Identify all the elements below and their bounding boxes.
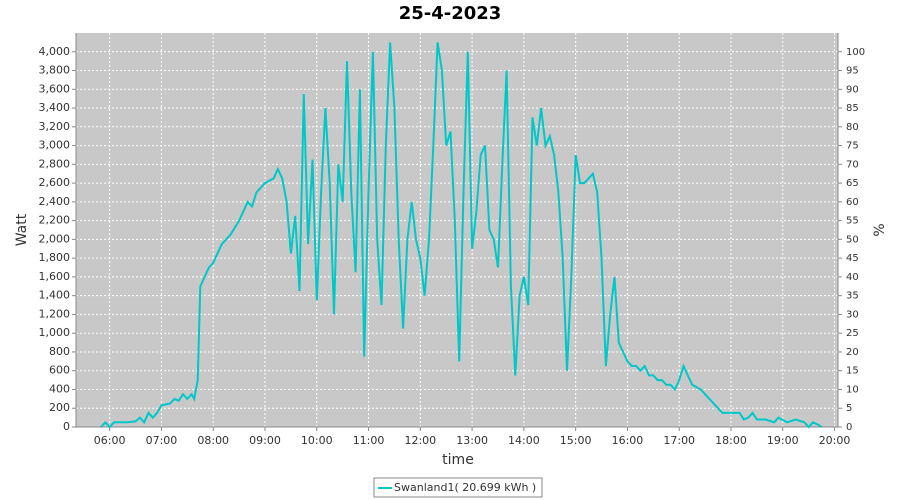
y2-tick-label: 15: [846, 366, 859, 377]
y2-tick-label: 90: [846, 84, 859, 95]
y-tick-label: 1,600: [39, 270, 71, 283]
y2-tick-label: 50: [846, 234, 859, 245]
y-tick-label: 2,800: [39, 157, 71, 170]
y2-tick-label: 85: [846, 103, 859, 114]
y-tick-label: 3,800: [39, 64, 71, 77]
y2-tick-label: 60: [846, 197, 859, 208]
y2-tick-label: 80: [846, 122, 859, 133]
plot-area: [76, 33, 838, 427]
y-tick-label: 3,400: [39, 101, 71, 114]
y2-tick-label: 65: [846, 178, 859, 189]
x-tick-label: 09:00: [249, 434, 281, 447]
x-tick-label: 07:00: [146, 434, 178, 447]
y2-tick-label: 0: [846, 422, 852, 433]
y2-axis-label: %: [872, 223, 888, 236]
legend-label: Swanland1( 20.699 kWh ): [394, 481, 536, 494]
y2-tick-label: 5: [846, 403, 852, 414]
y-tick-label: 4,000: [39, 45, 71, 58]
x-tick-label: 20:00: [819, 434, 851, 447]
y-tick-label: 3,600: [39, 82, 71, 95]
chart-title: 25-4-2023: [399, 3, 502, 24]
y2-tick-label: 40: [846, 272, 859, 283]
y-tick-label: 1,400: [39, 289, 71, 302]
y-tick-label: 600: [49, 364, 70, 377]
y-tick-label: 1,200: [39, 307, 71, 320]
legend: Swanland1( 20.699 kWh ): [373, 477, 543, 498]
y2-tick-label: 75: [846, 141, 859, 152]
y2-tick-label: 35: [846, 291, 859, 302]
y-tick-label: 1,800: [39, 251, 71, 264]
x-tick-label: 11:00: [353, 434, 385, 447]
x-tick-label: 17:00: [663, 434, 695, 447]
y2-tick-label: 70: [846, 159, 859, 170]
y2-tick-label: 30: [846, 309, 859, 320]
x-tick-label: 16:00: [612, 434, 644, 447]
y2-tick-label: 55: [846, 216, 859, 227]
y-tick-label: 0: [63, 420, 70, 433]
y-tick-label: 3,200: [39, 120, 71, 133]
x-tick-label: 06:00: [94, 434, 126, 447]
y2-tick-label: 45: [846, 253, 859, 264]
y-tick-label: 400: [49, 382, 70, 395]
x-tick-label: 13:00: [456, 434, 488, 447]
x-tick-label: 18:00: [715, 434, 747, 447]
y-tick-label: 2,400: [39, 195, 71, 208]
y2-tick-label: 100: [846, 47, 865, 58]
y-tick-label: 200: [49, 401, 70, 414]
y-tick-label: 3,000: [39, 139, 71, 152]
x-tick-label: 08:00: [197, 434, 229, 447]
x-tick-label: 10:00: [301, 434, 333, 447]
y-tick-label: 2,200: [39, 214, 71, 227]
y2-tick-label: 95: [846, 66, 859, 77]
x-tick-label: 14:00: [508, 434, 540, 447]
x-axis-label: time: [442, 452, 474, 468]
y-tick-label: 2,000: [39, 232, 71, 245]
y-tick-label: 1,000: [39, 326, 71, 339]
y-tick-label: 2,600: [39, 176, 71, 189]
y2-tick-label: 10: [846, 384, 859, 395]
data-line: [100, 42, 823, 429]
y-axis-label: Watt: [14, 213, 30, 246]
legend-box: [373, 477, 543, 498]
x-tick-label: 15:00: [560, 434, 592, 447]
y2-tick-label: 25: [846, 328, 859, 339]
y2-tick-label: 20: [846, 347, 859, 358]
y-tick-label: 800: [49, 345, 70, 358]
x-tick-label: 19:00: [767, 434, 799, 447]
x-tick-label: 12:00: [404, 434, 436, 447]
